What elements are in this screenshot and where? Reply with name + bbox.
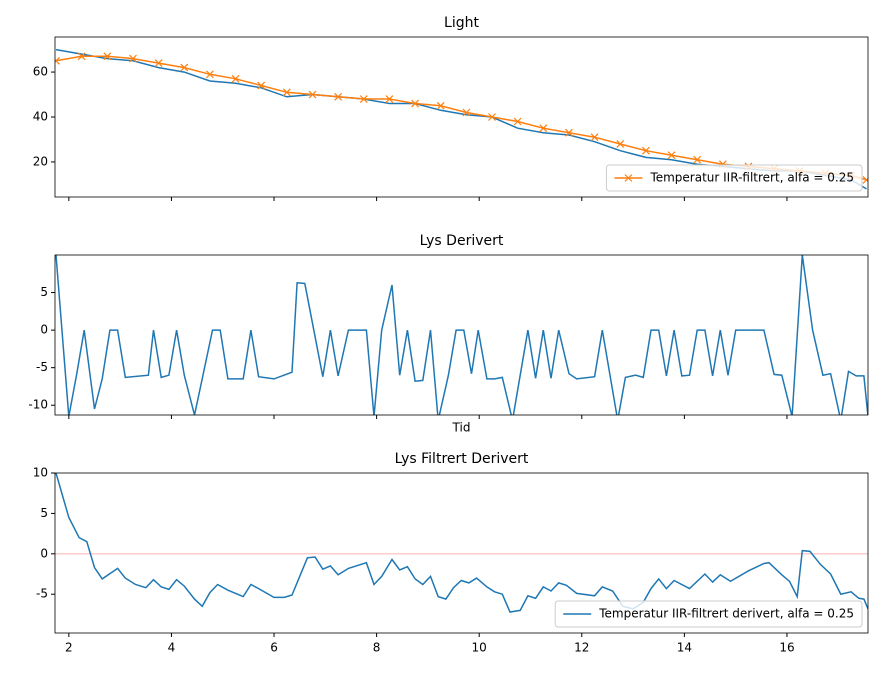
axes-frame [54,36,869,198]
y-tick-label: 60 [33,65,48,79]
data-marker [334,92,343,101]
plot-layer [55,255,868,415]
x-tick-label: 8 [373,641,381,655]
data-marker [862,175,868,184]
chart-title: Lys Derivert [420,233,504,249]
data-marker [616,140,625,148]
x-axis-label: Tid [452,421,471,435]
y-tick-label: 10 [33,466,48,480]
data-marker [411,99,420,108]
data-marker [103,52,112,61]
legend-box [605,164,863,192]
data-marker [308,90,317,99]
data-marker [667,151,676,160]
data-marker [488,113,496,121]
data-marker [231,74,240,83]
axes-frame [54,472,869,634]
data-line [55,255,868,415]
legend: Temperatur IIR-filtrert derivert, alfa =… [554,600,863,628]
data-marker [154,59,163,67]
chart-title: Light [444,15,479,31]
x-tick-label: 4 [168,641,176,655]
y-tick-label: 0 [40,323,48,337]
plot-layer [55,473,868,613]
data-marker [462,108,471,117]
data-marker [693,155,702,164]
y-tick-label: -5 [36,587,48,601]
data-marker [436,101,445,110]
x-tick-label: 10 [472,641,487,655]
data-marker [590,133,599,142]
data-marker [641,146,650,155]
data-marker [385,95,394,103]
y-tick-label: 0 [40,546,48,560]
data-marker [539,124,548,133]
x-tick-label: 16 [779,641,794,655]
data-marker [359,95,368,103]
legend-label: Temperatur IIR-filtrert derivert, alfa =… [598,607,854,621]
data-marker [205,70,214,79]
data-marker [257,81,266,90]
legend-marker [624,174,633,182]
data-marker [55,56,60,65]
data-marker [77,52,86,61]
data-marker [180,63,189,72]
legend-label: Temperatur IIR-filtrert, alfa = 0.25 [649,171,854,185]
y-tick-label: -5 [36,360,48,374]
legend: Temperatur IIR-filtrert, alfa = 0.25 [605,164,863,192]
x-tick-label: 14 [677,641,692,655]
data-line [55,473,868,613]
axes-frame [54,254,869,416]
x-tick-label: 2 [65,641,73,655]
chart-title: Lys Filtrert Derivert [395,451,529,467]
plot-area [55,255,868,415]
data-marker [129,54,137,63]
y-tick-label: 40 [33,110,48,124]
y-tick-label: 20 [33,154,48,168]
data-marker [565,128,573,137]
y-tick-label: 5 [40,285,48,299]
legend-box [554,600,863,628]
y-tick-label: -10 [28,398,48,412]
x-tick-label: 6 [270,641,278,655]
y-tick-label: 5 [40,506,48,520]
x-tick-label: 12 [574,641,589,655]
data-marker [282,88,291,97]
data-marker [513,117,522,126]
